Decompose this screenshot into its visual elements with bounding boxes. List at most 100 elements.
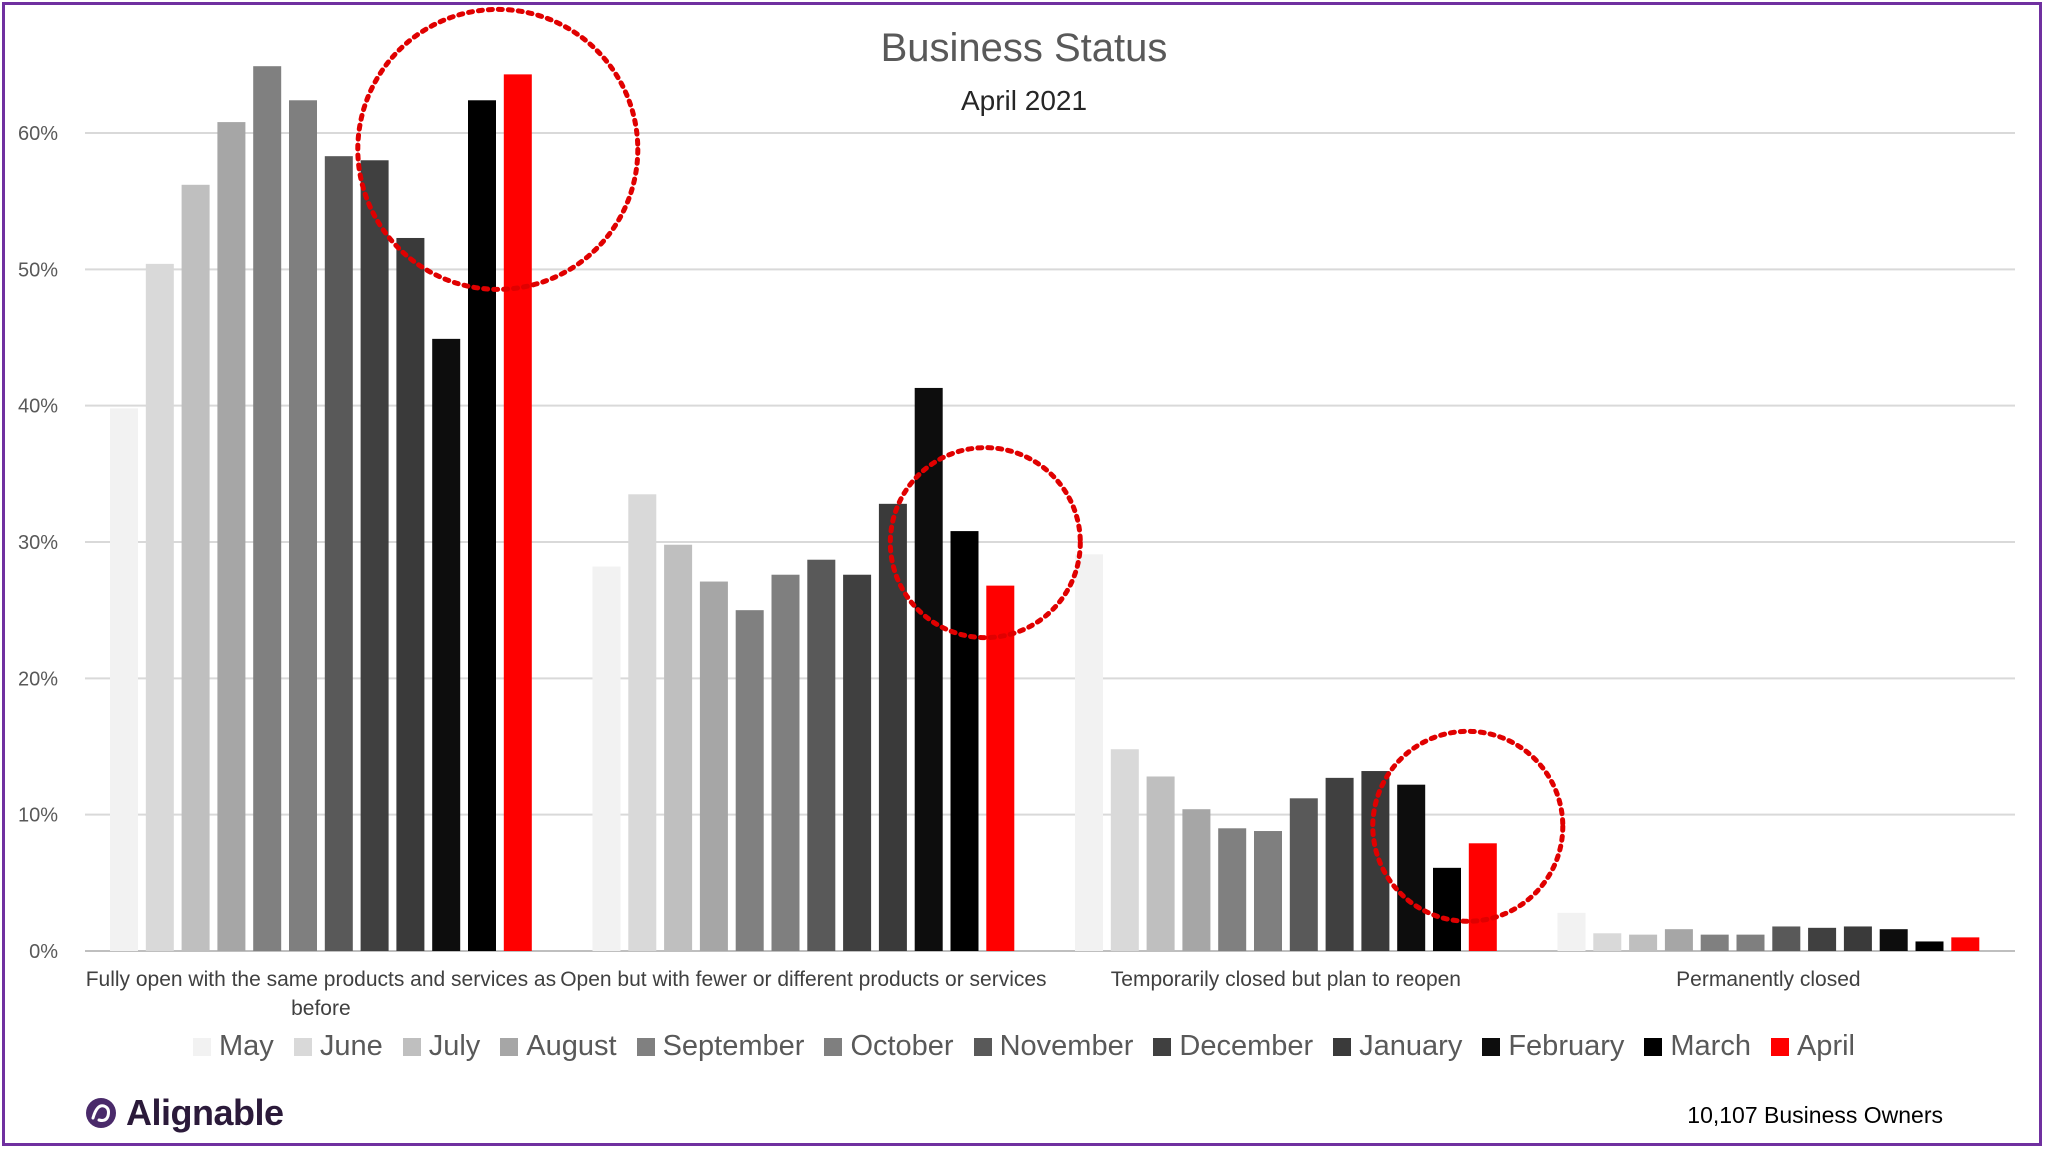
bar-may [110, 408, 138, 952]
legend-label: November [999, 1030, 1134, 1062]
bar-december [1325, 777, 1354, 951]
bar-may [592, 566, 621, 951]
legend-label: December [1179, 1030, 1314, 1062]
bar-november [807, 559, 836, 951]
bar-november [1289, 798, 1318, 951]
category-label: Fully open with the same products and se… [85, 968, 557, 1020]
legend-swatch [824, 1037, 843, 1056]
legend-label: April [1796, 1030, 1855, 1062]
bar-february [1879, 929, 1908, 951]
legend-swatch [402, 1037, 421, 1056]
legend-label: May [219, 1030, 274, 1062]
bar-march [950, 531, 979, 951]
bar-july [1146, 776, 1175, 951]
bar-november [1772, 926, 1801, 951]
legend-item: March [1644, 1030, 1751, 1063]
legend-swatch [1153, 1037, 1172, 1056]
legend-label: August [526, 1030, 617, 1062]
y-tick-label: 20% [18, 668, 58, 690]
bar-november [324, 156, 353, 952]
bar-september [253, 66, 282, 952]
bar-october [771, 574, 800, 951]
chart-title: Business Status [880, 26, 1168, 70]
legend-item: April [1770, 1030, 1855, 1063]
legend-item: August [500, 1030, 617, 1063]
bar-may [1557, 912, 1586, 951]
bar-august [1664, 929, 1693, 951]
legend-swatch [193, 1037, 212, 1056]
y-tick-label: 30% [18, 532, 58, 554]
legend-item: September [636, 1030, 805, 1063]
bar-december [843, 574, 872, 951]
bar-october [1736, 934, 1765, 951]
legend-item: December [1153, 1030, 1313, 1063]
bar-june [1593, 933, 1622, 951]
legend-label: October [850, 1030, 954, 1062]
legend-item: February [1482, 1030, 1624, 1063]
bar-march [468, 100, 496, 951]
bar-march [1915, 941, 1944, 951]
annotation-circle [887, 445, 1083, 641]
legend-label: September [662, 1030, 805, 1062]
y-tick-label: 50% [18, 259, 58, 281]
bar-february [1397, 784, 1426, 951]
category-label: Open but with fewer or different product… [560, 968, 1047, 991]
legend-swatch [1482, 1037, 1501, 1056]
bar-september [1700, 934, 1729, 951]
legend-swatch [293, 1037, 312, 1056]
bar-january [396, 237, 425, 951]
legend-label: January [1359, 1030, 1463, 1062]
chart-legend: May June July August September October Novembe… [0, 1030, 2048, 1063]
bar-february [432, 338, 461, 951]
bar-february [914, 387, 943, 951]
alignable-logo-icon [86, 1098, 116, 1128]
y-tick-label: 0% [29, 941, 58, 963]
legend-swatch [636, 1037, 655, 1056]
bar-july [1629, 934, 1658, 951]
legend-swatch [1770, 1037, 1789, 1056]
y-tick-label: 60% [18, 123, 58, 145]
legend-item: October [824, 1030, 954, 1063]
legend-label: July [428, 1030, 481, 1062]
category-label: Permanently closed [1676, 968, 1861, 991]
bar-december [1808, 927, 1837, 951]
legend-label: February [1508, 1030, 1625, 1062]
bar-april [986, 585, 1015, 951]
legend-swatch [500, 1037, 519, 1056]
bar-january [878, 503, 907, 951]
category-label: Temporarily closed but plan to reopen [1110, 968, 1461, 991]
bar-june [628, 494, 657, 951]
legend-label: June [319, 1030, 383, 1062]
bar-july [181, 184, 210, 952]
annotation-circle [1370, 728, 1566, 924]
bar-april [1951, 937, 1980, 951]
legend-item: July [402, 1030, 481, 1063]
bar-august [1182, 809, 1211, 951]
bar-december [360, 160, 389, 951]
bar-january [1361, 771, 1390, 951]
respondent-count: 10,107 Business Owners [1687, 1102, 1943, 1128]
chart-subtitle: April 2021 [960, 85, 1088, 116]
bar-october [289, 100, 317, 951]
bar-may [1075, 554, 1103, 951]
legend-item: May [193, 1030, 274, 1063]
legend-swatch [1644, 1037, 1663, 1056]
y-tick-label: 10% [18, 805, 58, 827]
bar-august [217, 122, 246, 952]
bar-october [1254, 831, 1282, 951]
bar-august [699, 581, 728, 951]
legend-item: January [1333, 1030, 1462, 1063]
y-tick-label: 40% [18, 396, 58, 418]
annotation-circle [355, 6, 641, 292]
bar-june [145, 263, 174, 951]
legend-swatch [973, 1037, 992, 1056]
logo-text: Alignable [126, 1092, 284, 1133]
legend-item: November [973, 1030, 1134, 1063]
bar-september [1218, 828, 1247, 951]
bar-march [1433, 867, 1461, 951]
bar-april [1468, 843, 1497, 951]
alignable-logo: Alignable [84, 1092, 284, 1134]
bar-april [503, 74, 532, 952]
